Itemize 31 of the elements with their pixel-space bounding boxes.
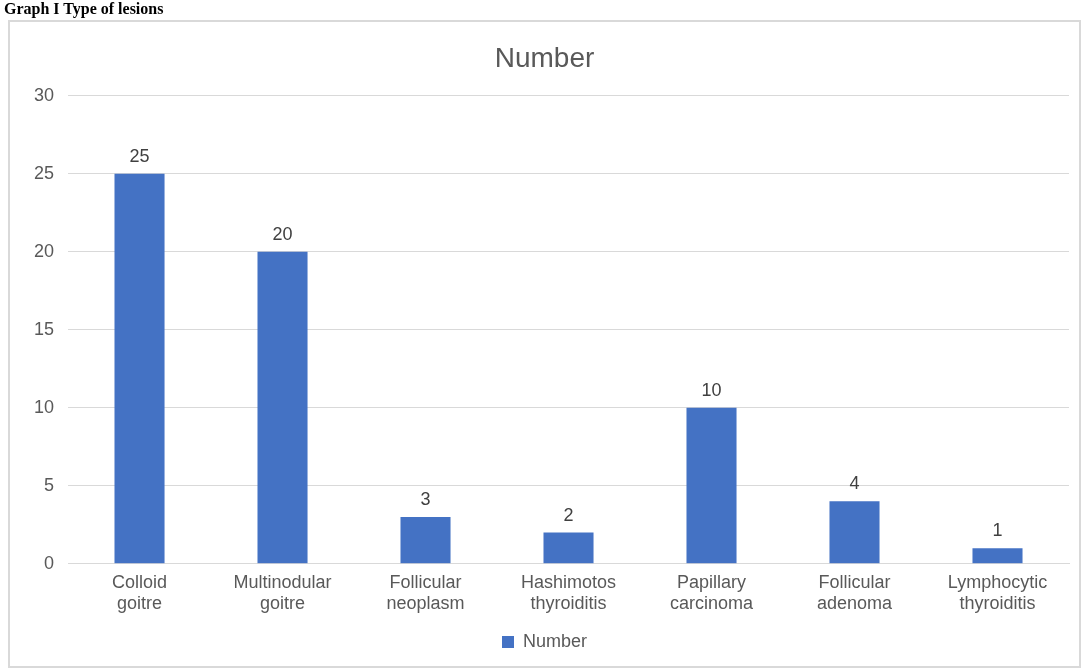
- legend-label: Number: [522, 630, 588, 651]
- data-label: 20: [272, 223, 293, 244]
- x-tick-label: Lymphocytic thyroiditis: [947, 571, 1048, 614]
- bar: [829, 501, 880, 564]
- bar: [257, 251, 308, 564]
- data-label: 25: [129, 145, 150, 166]
- x-tick-label: Papillary carcinoma: [669, 571, 755, 614]
- bar: [686, 407, 737, 564]
- y-tick-label: 15: [33, 318, 55, 339]
- bar: [972, 548, 1023, 564]
- x-tick-label: Follicular neoplasm: [386, 571, 465, 614]
- data-label: 3: [420, 488, 431, 509]
- x-tick-label: Multinodular goitre: [233, 571, 332, 614]
- y-tick-label: 10: [33, 396, 55, 417]
- x-tick-label: Colloid goitre: [112, 571, 168, 614]
- y-tick-label: 5: [44, 474, 55, 495]
- text: Graph I Type of lesions: [4, 0, 164, 18]
- data-label: 1: [992, 520, 1003, 541]
- x-tick-label: Follicular adenoma: [816, 571, 894, 614]
- y-tick-label: 20: [33, 240, 55, 261]
- y-tick-label: 30: [33, 84, 55, 105]
- data-label: 10: [701, 379, 722, 400]
- y-tick-label: 25: [33, 162, 55, 183]
- chart-title: Number: [494, 41, 595, 73]
- bar: [400, 516, 451, 564]
- bar: [114, 173, 165, 564]
- x-tick-label: Hashimotos thyroiditis: [520, 571, 617, 614]
- data-label: 4: [849, 473, 860, 494]
- data-label: 2: [563, 504, 574, 525]
- bar: [543, 532, 594, 564]
- y-tick-label: 0: [44, 552, 55, 573]
